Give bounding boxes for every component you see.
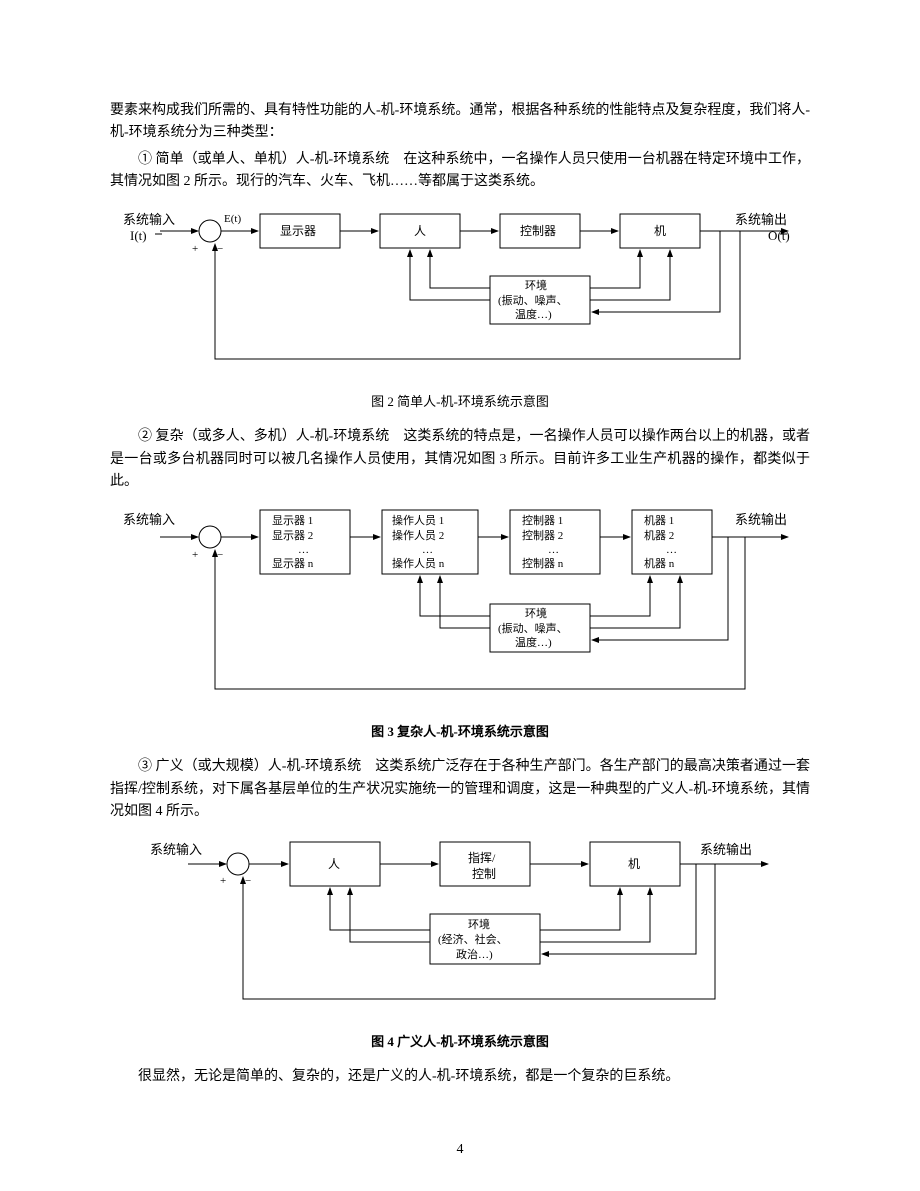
- fig3-minus: −: [217, 549, 223, 561]
- fig3-c4l3: …: [666, 544, 677, 556]
- fig2-b2: 人: [414, 224, 426, 238]
- fig4-out-label: 系统输出: [700, 842, 752, 857]
- fig4-b1: 人: [328, 857, 340, 871]
- fig4-b2b: 控制: [472, 867, 496, 881]
- fig3-env3: 温度…): [515, 635, 552, 649]
- fig3-c3l1: 控制器 1: [522, 513, 563, 527]
- fig2-out-sym: O(t): [768, 228, 790, 243]
- fig3-c4l1: 机器 1: [644, 513, 674, 527]
- fig3-c2l4: 操作人员 n: [392, 556, 445, 570]
- fig4-in-label: 系统输入: [150, 842, 202, 857]
- para-intro: 要素来构成我们所需的、具有特性功能的人-机-环境系统。通常，根据各种系统的性能特…: [110, 100, 810, 145]
- figure-4: 系统输入 系统输出 + − 人 指挥/ 控制 机 环境 (经济、社会、 政治…): [110, 834, 810, 1024]
- para-conclusion: 很显然，无论是简单的、复杂的，还是广义的人-机-环境系统，都是一个复杂的巨系统。: [110, 1066, 810, 1088]
- fig2-env2: (振动、噪声、: [498, 293, 568, 307]
- fig4-env2: (经济、社会、: [438, 932, 508, 946]
- fig3-sum: [199, 526, 221, 548]
- fig3-c3l3: …: [548, 544, 559, 556]
- fig3-caption: 图 3 复杂人-机-环境系统示意图: [110, 722, 810, 743]
- fig3-c4l4: 机器 n: [644, 556, 675, 570]
- fig4-plus: +: [220, 875, 226, 887]
- fig2-minus: −: [217, 243, 223, 255]
- fig3-c1l1: 显示器 1: [272, 514, 313, 527]
- fig2-in-sym: I(t): [130, 228, 147, 243]
- fig3-c1l3: …: [298, 544, 309, 556]
- fig4-env3: 政治…): [456, 947, 493, 961]
- fig4-b2a: 指挥/: [468, 850, 496, 865]
- fig4-sum: [227, 853, 249, 875]
- fig3-plus: +: [192, 549, 198, 561]
- fig2-env3: 温度…): [515, 307, 552, 321]
- fig4-b3: 机: [628, 857, 640, 871]
- fig3-c3l2: 控制器 2: [522, 528, 563, 542]
- fig3-c2l1: 操作人员 1: [392, 513, 444, 527]
- figure-3: 系统输入 系统输出 + − 显示器 1 显示器 2 … 显示器 n 操作人员 1…: [110, 504, 810, 714]
- fig3-c1l4: 显示器 n: [272, 557, 314, 570]
- para-type1: ① 简单（或单人、单机）人-机-环境系统 在这种系统中，一名操作人员只使用一台机…: [110, 149, 810, 194]
- para-type2: ② 复杂（或多人、多机）人-机-环境系统 这类系统的特点是，一名操作人员可以操作…: [110, 426, 810, 493]
- fig2-b3: 控制器: [520, 224, 556, 238]
- fig2-out-label: 系统输出: [735, 212, 787, 227]
- fig2-caption: 图 2 简单人-机-环境系统示意图: [110, 392, 810, 413]
- para-type3: ③ 广义（或大规模）人-机-环境系统 这类系统广泛存在于各种生产部门。各生产部门…: [110, 756, 810, 823]
- fig4-minus: −: [245, 875, 251, 887]
- fig3-c2l3: …: [422, 544, 433, 556]
- fig2-sum: [199, 220, 221, 242]
- fig3-out-label: 系统输出: [735, 512, 787, 527]
- fig3-c3l4: 控制器 n: [522, 556, 564, 570]
- fig2-b4: 机: [654, 224, 666, 238]
- fig2-et: E(t): [224, 213, 241, 225]
- fig4-caption: 图 4 广义人-机-环境系统示意图: [110, 1032, 810, 1053]
- fig3-env2: (振动、噪声、: [498, 621, 568, 635]
- fig4-env1: 环境: [468, 917, 490, 931]
- fig2-env1: 环境: [525, 278, 547, 292]
- fig3-env1: 环境: [525, 606, 547, 620]
- fig2-in-label: 系统输入: [123, 212, 175, 227]
- fig3-c4l2: 机器 2: [644, 528, 674, 542]
- fig2-b1: 显示器: [280, 224, 316, 238]
- fig3-in-label: 系统输入: [123, 512, 175, 527]
- figure-2: 系统输入 I(t) 系统输出 O(t) + − E(t) 显示器 人 控制器 机…: [110, 204, 810, 384]
- fig3-c2l2: 操作人员 2: [392, 528, 444, 542]
- page-number: 4: [457, 1139, 464, 1161]
- fig3-c1l2: 显示器 2: [272, 529, 313, 542]
- fig2-plus: +: [192, 243, 198, 255]
